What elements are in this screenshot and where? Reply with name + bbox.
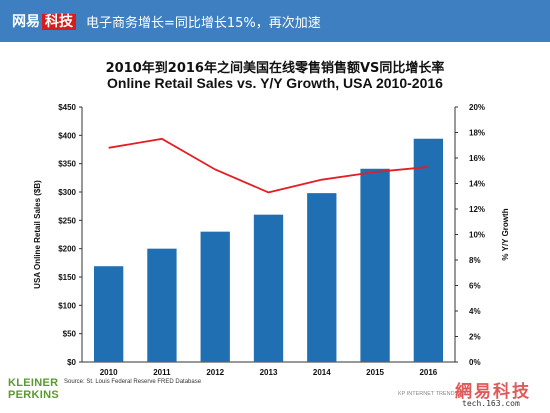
y2-tick-label: 12% xyxy=(469,205,485,214)
bar xyxy=(360,168,390,362)
y-tick-label: $350 xyxy=(58,160,76,169)
bar xyxy=(413,138,444,362)
logo-line1: KLEINER xyxy=(8,377,59,389)
y2-tick-label: 2% xyxy=(469,333,481,342)
bar xyxy=(307,193,337,362)
y-tick-label: $0 xyxy=(67,358,76,367)
x-tick-label: 2012 xyxy=(206,368,224,377)
bar xyxy=(93,266,124,362)
y2-tick-label: 4% xyxy=(469,307,481,316)
x-tick-label: 2016 xyxy=(419,368,437,377)
y2-tick-label: 14% xyxy=(469,180,485,189)
x-tick-label: 2013 xyxy=(260,368,278,377)
bar xyxy=(147,248,177,362)
y-tick-label: $450 xyxy=(58,103,76,112)
logo-line2: PERKINS xyxy=(8,389,59,401)
bar xyxy=(253,214,284,362)
y2-tick-label: 16% xyxy=(469,154,485,163)
brand-left: 网易 xyxy=(12,14,40,30)
y2-tick-label: 6% xyxy=(469,282,481,291)
y-tick-label: $100 xyxy=(58,301,76,310)
y2-tick-label: 10% xyxy=(469,231,485,240)
bar xyxy=(200,231,230,362)
growth-line xyxy=(108,137,429,194)
y2-tick-label: 20% xyxy=(469,103,485,112)
source-note: Source: St. Louis Federal Reserve FRED D… xyxy=(64,379,202,385)
y-tick-label: $150 xyxy=(58,273,76,282)
y-tick-label: $250 xyxy=(58,216,76,225)
y2-axis-label: % Y/Y Growth xyxy=(501,208,510,260)
y-tick-label: $300 xyxy=(58,188,76,197)
y2-tick-label: 0% xyxy=(469,358,481,367)
y-axis-label: USA Online Retail Sales ($B) xyxy=(33,180,42,289)
y-tick-label: $400 xyxy=(58,131,76,140)
kp-footer: KP INTERNET TRENDS 2017 xyxy=(398,391,472,397)
y2-tick-label: 18% xyxy=(469,129,485,138)
brand-logo[interactable]: 网易 科技 xyxy=(12,11,76,31)
watermark-url: tech.163.com xyxy=(462,399,520,408)
x-tick-label: 2010 xyxy=(100,368,118,377)
x-tick-label: 2015 xyxy=(366,368,384,377)
header-bar: 网易 科技 电子商务增长=同比增长15%，再次加速 xyxy=(0,0,550,42)
y2-tick-label: 8% xyxy=(469,256,481,265)
brand-right: 科技 xyxy=(42,14,76,30)
chart-title: Online Retail Sales vs. Y/Y Growth, USA … xyxy=(107,75,443,91)
y-tick-label: $50 xyxy=(63,330,77,339)
y-tick-label: $200 xyxy=(58,245,76,254)
watermark-text: 網易科技 xyxy=(455,382,531,402)
x-tick-label: 2011 xyxy=(153,368,171,377)
chart-title-cn: 2010年到2016年之间美国在线零售销售额VS同比增长率 xyxy=(105,61,445,76)
kleiner-perkins-logo: KLEINER PERKINS xyxy=(8,377,59,401)
header-title: 电子商务增长=同比增长15%，再次加速 xyxy=(86,16,321,31)
x-tick-label: 2014 xyxy=(313,368,331,377)
